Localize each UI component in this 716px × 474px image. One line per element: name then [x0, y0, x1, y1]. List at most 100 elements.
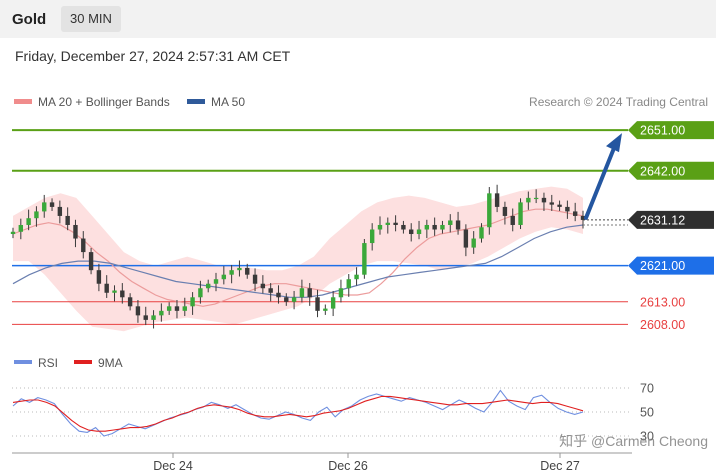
- legend-label-rsi: RSI: [38, 356, 58, 370]
- candle-body: [96, 270, 102, 284]
- candle-body: [190, 297, 195, 307]
- candle-body: [487, 193, 492, 228]
- candle-body: [34, 211, 39, 219]
- candle-body: [448, 220, 453, 225]
- candle-body: [455, 220, 461, 230]
- timeframe-button[interactable]: 30 MIN: [61, 6, 121, 32]
- candle-body: [338, 288, 344, 298]
- candle-body: [229, 270, 234, 275]
- candles: [10, 184, 586, 329]
- candle-body: [330, 297, 336, 309]
- ma50-line: [12, 224, 584, 298]
- legend-swatch-ma50: [187, 99, 205, 104]
- candle-body: [291, 297, 297, 302]
- level-label-2642.00: 2642.00: [640, 164, 685, 178]
- candle-body: [541, 197, 547, 203]
- rsi-tick-50: 50: [640, 406, 654, 420]
- candle-body: [57, 206, 63, 216]
- candle-body: [401, 224, 406, 230]
- candle-body: [65, 215, 70, 225]
- candle-body: [237, 267, 242, 271]
- candle-body: [323, 308, 328, 311]
- candle-body: [159, 310, 164, 316]
- candle-body: [440, 224, 445, 230]
- candle-body: [463, 229, 469, 248]
- candle-body: [557, 204, 562, 207]
- candle-body: [112, 290, 117, 293]
- candle-body: [510, 215, 515, 225]
- candle-body: [284, 297, 289, 302]
- candle-body: [213, 279, 219, 284]
- candle-body: [276, 292, 281, 298]
- candle-body: [182, 306, 187, 311]
- candle-body: [409, 229, 414, 235]
- candle-body: [18, 224, 24, 232]
- level-label-2608.00: 2608.00: [640, 318, 685, 332]
- candle-body: [565, 206, 570, 212]
- rsi-line: [12, 389, 584, 437]
- candle-body: [393, 222, 398, 225]
- candle-body: [120, 290, 125, 298]
- candle-body: [260, 283, 266, 289]
- candle-body: [385, 222, 390, 225]
- candle-body: [424, 224, 430, 230]
- candle-body: [346, 279, 351, 289]
- level-label-2651.00: 2651.00: [640, 124, 685, 138]
- candle-body: [416, 229, 422, 235]
- candle-body: [252, 274, 258, 284]
- candle-body: [143, 315, 148, 320]
- projection-arrow-head: [606, 133, 622, 153]
- rsi-tick-70: 70: [640, 382, 654, 396]
- timestamp: Friday, December 27, 2024 2:57:31 AM CET: [15, 48, 291, 64]
- candle-body: [479, 227, 484, 239]
- candle-body: [221, 274, 227, 280]
- candle-body: [73, 224, 78, 239]
- instrument-title: Gold: [12, 11, 47, 28]
- candle-body: [206, 283, 211, 289]
- candle-body: [307, 288, 312, 298]
- candle-body: [549, 202, 554, 205]
- rsi-9ma-line: [12, 395, 584, 432]
- x-tick-label-1: Dec 26: [328, 459, 368, 473]
- chart-header: Gold 30 MIN: [0, 0, 716, 38]
- candle-body: [369, 229, 375, 244]
- projection-arrow-shaft: [584, 141, 618, 220]
- legend-label-9ma: 9MA: [98, 356, 123, 370]
- candle-body: [518, 202, 523, 225]
- candle-body: [81, 238, 86, 253]
- level-label-2613.00: 2613.00: [640, 295, 685, 309]
- candle-body: [42, 202, 47, 212]
- level-tag-2651.00: [628, 121, 714, 140]
- candle-body: [198, 288, 203, 298]
- rsi-tick-30: 30: [640, 430, 654, 444]
- candle-body: [362, 243, 367, 275]
- candle-body: [245, 267, 250, 275]
- legend-swatch-ma20: [14, 99, 32, 104]
- candle-body: [502, 206, 508, 216]
- last-price-label: 2631.12: [640, 213, 685, 227]
- candle-body: [572, 211, 578, 216]
- watermark-text: 知乎 @Carmen Cheong: [559, 433, 708, 449]
- legend-label-ma50: MA 50: [211, 95, 245, 109]
- candle-body: [174, 306, 180, 311]
- candle-body: [104, 283, 109, 293]
- x-tick-label-0: Dec 24: [153, 459, 193, 473]
- candle-body: [26, 218, 31, 225]
- candle-body: [494, 193, 500, 207]
- legend-label-ma20: MA 20 + Bollinger Bands: [38, 95, 170, 109]
- candle-body: [268, 288, 273, 293]
- level-tag-2621.00: [628, 256, 714, 275]
- candle-body: [127, 297, 133, 307]
- candle-body: [49, 202, 55, 207]
- last-price-tag: [628, 210, 714, 229]
- level-tag-2642.00: [628, 161, 714, 180]
- candle-body: [88, 252, 94, 271]
- legend-swatch-9ma: [74, 360, 92, 364]
- candle-body: [135, 306, 141, 316]
- candle-body: [166, 306, 172, 311]
- candle-body: [151, 315, 156, 320]
- credit-text: Research © 2024 Trading Central: [529, 95, 708, 109]
- candle-body: [315, 297, 320, 311]
- candle-body: [354, 274, 359, 280]
